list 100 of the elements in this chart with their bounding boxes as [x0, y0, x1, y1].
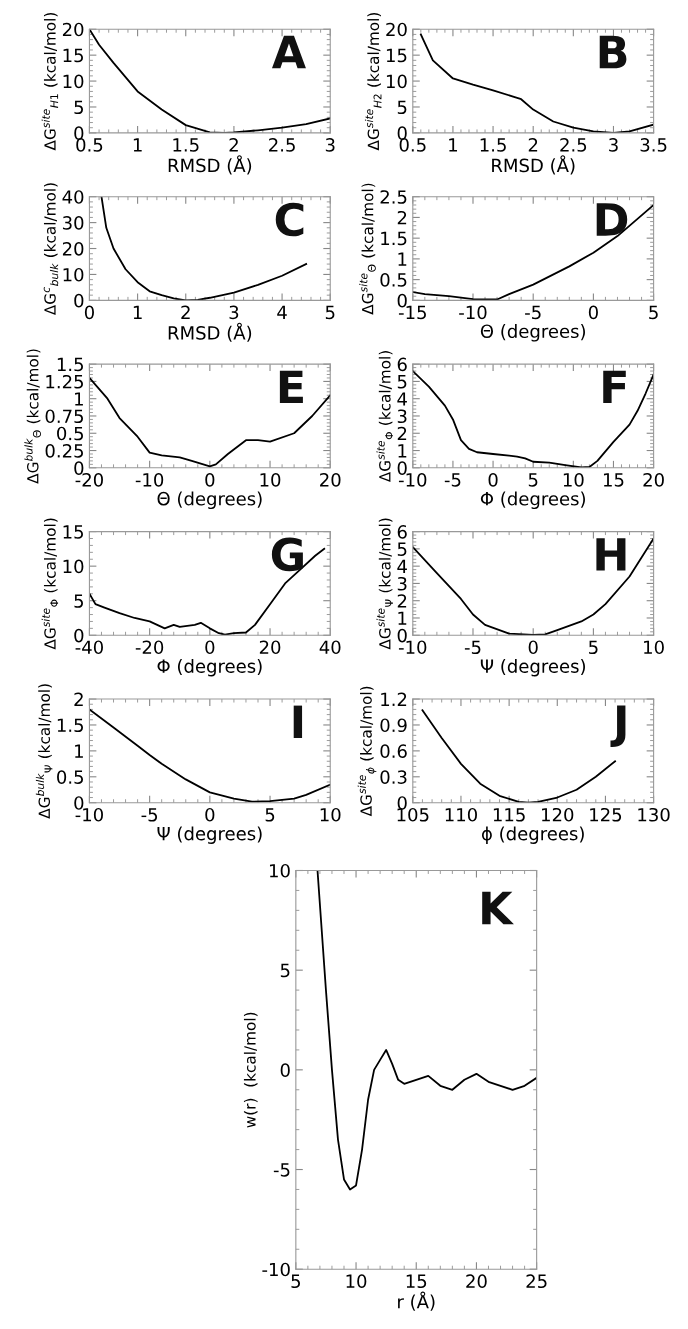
y-tick-label: 1 — [398, 252, 407, 266]
y-tick-label: 0 — [74, 796, 84, 810]
x-tick-label: 40 — [319, 640, 341, 655]
x-tick-label: 105 — [397, 807, 429, 822]
x-tick-label: 0 — [205, 640, 215, 655]
x-tick-label: -5 — [525, 305, 541, 320]
x-tick-label: 0 — [588, 305, 598, 320]
x-tick-label: 1 — [133, 138, 142, 152]
y-tick-label: 15 — [63, 48, 83, 63]
y-tick-label: 0.9 — [380, 718, 407, 733]
line-series — [419, 33, 654, 133]
y-tick-label: 3 — [397, 576, 407, 591]
annotation: F — [603, 370, 626, 404]
x-tick-label: 2 — [229, 138, 238, 152]
y-tick-label: 5 — [74, 594, 83, 608]
y-tick-label: 20 — [62, 22, 84, 37]
annotation: D — [596, 203, 628, 236]
x-axis-title: RMSD (Å) — [492, 155, 575, 175]
x-tick-label: 5 — [291, 1274, 301, 1289]
y-tick-label: 0 — [280, 1063, 290, 1077]
x-tick-label: -20 — [75, 472, 103, 487]
y-tick-label: 10 — [63, 74, 84, 89]
x-tick-label: -10 — [459, 305, 487, 320]
annotation: E — [279, 370, 303, 404]
y-axis-title: ΔG$^{site}$$_{Ψ}$ (kcal/mol) — [376, 518, 393, 650]
x-tick-label: 15 — [603, 473, 624, 487]
x-tick-label: 1 — [449, 138, 458, 152]
x-tick-label: 0 — [528, 640, 538, 655]
x-tick-label: 0 — [205, 472, 215, 487]
x-tick-label: 10 — [346, 1274, 367, 1289]
x-tick-label: -5 — [141, 808, 158, 822]
x-axis-title: Φ (degrees) — [157, 658, 262, 677]
y-tick-label: 1.5 — [57, 357, 83, 372]
y-tick-label: 2 — [74, 692, 83, 706]
x-tick-label: 5 — [325, 305, 335, 320]
x-axis-title: ϕ (degrees) — [481, 826, 584, 844]
y-tick-label: 0 — [397, 126, 407, 141]
y-tick-label: 0.75 — [45, 409, 83, 424]
x-tick-label: 5 — [589, 640, 598, 655]
x-tick-label: 125 — [590, 807, 622, 822]
y-axis-title: ΔG$^{site}$$_{Θ}$ (kcal/mol) — [359, 183, 376, 315]
x-tick-label: 3 — [229, 305, 239, 320]
y-tick-label: 5 — [397, 375, 407, 389]
y-tick-label: 5 — [74, 100, 83, 115]
annotation: C — [275, 202, 304, 237]
y-tick-label: 0.3 — [380, 770, 407, 784]
y-axis-title: ΔG$^{site}$$_{H2}$ (kcal/mol) — [364, 12, 382, 151]
x-axis-title: Θ (degrees) — [480, 324, 585, 342]
x-tick-label: 20 — [320, 472, 341, 487]
y-tick-label: 20 — [386, 22, 407, 37]
y-axis-title: ΔG$^{c}$$_{bulk}$ (kcal/mol) — [43, 183, 59, 316]
x-tick-label: 0 — [205, 807, 215, 822]
y-tick-label: 1.2 — [381, 692, 407, 706]
annotation: K — [482, 891, 514, 925]
y-tick-label: 15 — [63, 525, 83, 539]
y-tick-label: 2 — [397, 210, 407, 225]
y-tick-label: 10 — [63, 267, 84, 282]
x-axis-title: RMSD (Å) — [168, 322, 252, 342]
x-tick-label: 10 — [320, 807, 341, 822]
x-tick-label: 10 — [644, 640, 664, 655]
x-tick-label: 20 — [643, 472, 664, 487]
y-tick-label: 5 — [397, 542, 407, 556]
y-tick-label: 1.5 — [57, 718, 83, 733]
x-tick-label: 120 — [542, 807, 574, 822]
annotation: H — [596, 538, 626, 571]
y-tick-label: 0.5 — [380, 273, 407, 287]
y-tick-label: 5 — [280, 963, 290, 978]
x-axis-title: Θ (degrees) — [157, 491, 262, 510]
y-tick-label: 0.6 — [380, 744, 407, 758]
x-tick-label: 25 — [526, 1274, 547, 1289]
x-tick-label: 10 — [563, 472, 584, 487]
x-tick-label: 20 — [466, 1274, 487, 1289]
y-tick-label: 2.5 — [380, 190, 407, 204]
x-tick-label: -10 — [135, 472, 164, 487]
y-tick-label: 10 — [269, 863, 290, 878]
y-tick-label: 10 — [386, 74, 407, 89]
y-axis-title: ΔG$^{site}$$_{Φ}$ (kcal/mol) — [376, 351, 393, 483]
y-tick-label: 3 — [397, 409, 407, 424]
x-axis-title: Ψ (degrees) — [157, 826, 262, 844]
y-tick-label: 5 — [397, 100, 407, 115]
y-axis-title: w(r) (kcal/mol) — [243, 1012, 258, 1128]
y-tick-label: 1 — [75, 392, 83, 406]
y-tick-label: 1.5 — [381, 231, 407, 246]
x-tick-label: 115 — [493, 808, 525, 822]
y-tick-label: 0.25 — [45, 443, 83, 458]
y-tick-label: 0.5 — [57, 770, 83, 784]
x-axis-title: RMSD (Å) — [168, 155, 252, 175]
x-axis-title: Ψ (degrees) — [480, 658, 585, 677]
y-tick-label: 15 — [386, 48, 407, 63]
y-tick-label: 0 — [397, 461, 407, 475]
y-tick-label: 0 — [74, 126, 84, 141]
y-tick-label: 1 — [398, 444, 407, 458]
line-series — [100, 196, 308, 301]
y-axis-title: ΔG$^{bulk}$$_{Ψ}$ (kcal/mol) — [35, 684, 53, 819]
y-axis-title: ΔG$^{site}$$_{H1}$ (kcal/mol) — [41, 12, 59, 151]
y-tick-label: 0 — [397, 796, 407, 810]
y-tick-label: 0 — [74, 461, 84, 475]
y-tick-label: 1 — [75, 744, 83, 758]
x-tick-label: -5 — [444, 473, 461, 487]
line-series — [316, 870, 537, 1191]
